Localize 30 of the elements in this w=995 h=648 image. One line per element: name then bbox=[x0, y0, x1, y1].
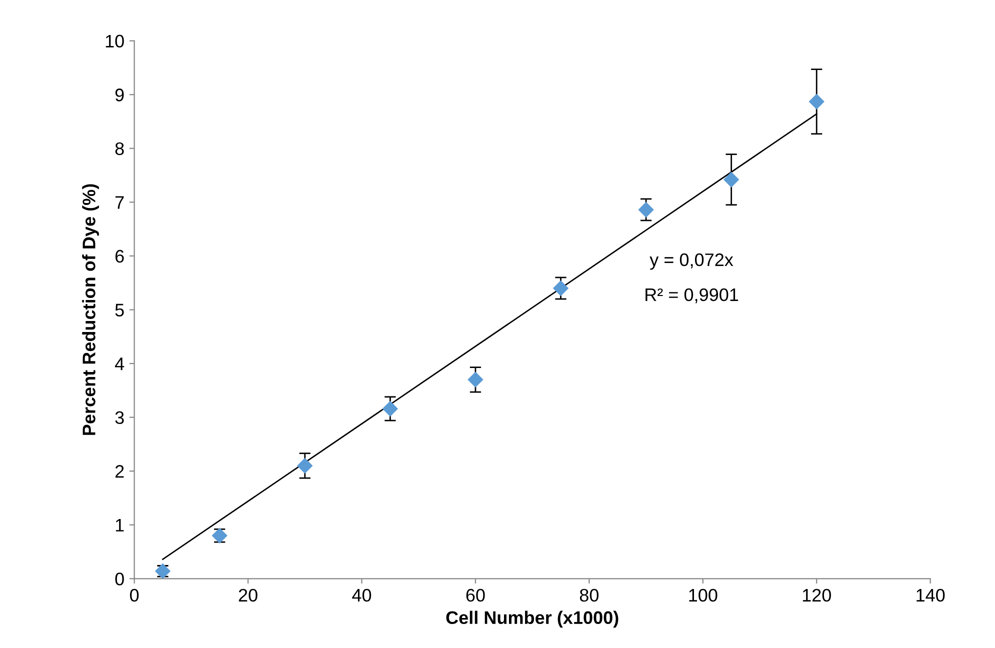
y-tick-label: 7 bbox=[115, 196, 124, 209]
annotation: y = 0,072x bbox=[650, 253, 734, 270]
y-tick-label: 0 bbox=[115, 572, 124, 586]
x-tick-label: 40 bbox=[352, 588, 372, 602]
y-tick-label: 4 bbox=[114, 358, 124, 370]
point bbox=[297, 458, 312, 474]
y-tick-label: 3 bbox=[115, 411, 124, 424]
x-tick-label: 80 bbox=[580, 588, 599, 602]
x-tick-label: 120 bbox=[802, 588, 831, 602]
y-tick-label: 6 bbox=[115, 250, 124, 263]
x-tick-label: 20 bbox=[238, 588, 258, 602]
x-tick-label: 140 bbox=[916, 588, 945, 602]
point bbox=[553, 280, 568, 296]
point bbox=[468, 372, 484, 388]
y-tick-label: 1 bbox=[116, 519, 124, 532]
x-axis-title: Cell Number (x1000) bbox=[446, 610, 618, 628]
y-axis-title: Percent Reduction of Dye (%) bbox=[82, 184, 99, 435]
point bbox=[809, 94, 824, 110]
point bbox=[382, 401, 398, 416]
annotation: R² = 0,9901 bbox=[646, 288, 738, 304]
y-tick-label: 9 bbox=[115, 88, 124, 102]
y-tick-label: 10 bbox=[106, 34, 124, 48]
y-tick-label: 5 bbox=[115, 304, 124, 316]
point bbox=[724, 172, 739, 188]
x-tick-label: 60 bbox=[466, 588, 485, 602]
point bbox=[638, 202, 654, 218]
y-tick-label: 2 bbox=[115, 465, 124, 478]
y-tick-label: 8 bbox=[115, 142, 124, 156]
x-tick-label: 0 bbox=[130, 588, 139, 602]
x-tick-label: 100 bbox=[689, 588, 718, 602]
